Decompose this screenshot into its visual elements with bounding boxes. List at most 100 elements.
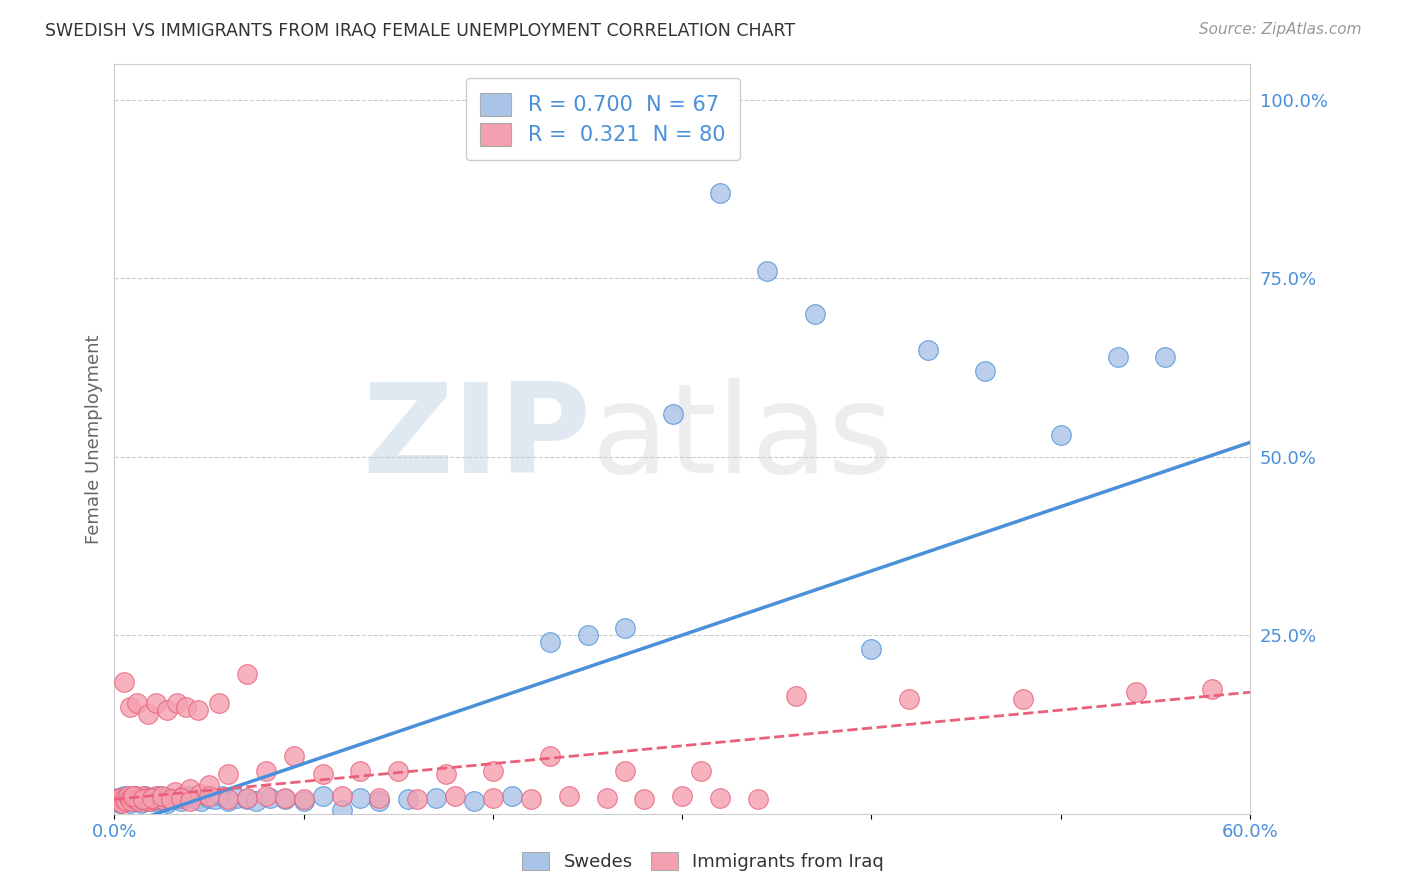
Y-axis label: Female Unemployment: Female Unemployment (86, 334, 103, 543)
Point (169, 794, 191, 808)
Point (105, 792, 128, 806)
Point (198, 778, 221, 792)
Point (118, 699, 141, 714)
Point (190, 794, 212, 808)
Point (139, 794, 162, 808)
Point (557, 789, 579, 803)
Point (135, 794, 157, 808)
Point (226, 790, 249, 805)
Point (614, 621, 637, 635)
Point (690, 764, 713, 778)
Point (179, 789, 201, 803)
Point (134, 789, 156, 803)
Point (501, 789, 523, 803)
Point (129, 790, 152, 805)
Legend: Swedes, Immigrants from Iraq: Swedes, Immigrants from Iraq (515, 845, 891, 879)
Point (520, 792, 543, 806)
Text: SWEDISH VS IMMIGRANTS FROM IRAQ FEMALE UNEMPLOYMENT CORRELATION CHART: SWEDISH VS IMMIGRANTS FROM IRAQ FEMALE U… (45, 22, 796, 40)
Point (803, 307, 825, 321)
Point (118, 792, 141, 806)
Point (141, 790, 163, 805)
Point (1012, 692, 1035, 706)
Point (785, 689, 807, 703)
Point (127, 792, 149, 806)
Point (141, 792, 163, 806)
Point (128, 794, 150, 808)
Point (860, 642, 883, 657)
Point (187, 703, 209, 717)
Point (127, 794, 149, 808)
Point (444, 789, 467, 803)
Point (122, 789, 145, 803)
Point (117, 792, 139, 806)
Point (756, 264, 779, 278)
Point (135, 792, 157, 806)
Point (709, 790, 731, 805)
Point (127, 696, 149, 710)
Text: Source: ZipAtlas.com: Source: ZipAtlas.com (1198, 22, 1361, 37)
Point (747, 792, 769, 806)
Point (198, 790, 221, 805)
Point (207, 696, 229, 710)
Point (274, 790, 297, 805)
Point (157, 792, 180, 806)
Point (283, 749, 305, 764)
Point (124, 789, 146, 803)
Point (217, 767, 239, 781)
Point (169, 790, 191, 805)
Point (198, 789, 221, 803)
Point (425, 790, 447, 805)
Point (349, 764, 371, 778)
Point (122, 792, 145, 806)
Point (114, 794, 136, 808)
Point (595, 790, 617, 805)
Point (120, 790, 142, 805)
Point (974, 364, 997, 378)
Point (156, 703, 179, 717)
Point (236, 667, 259, 681)
Point (274, 792, 297, 806)
Point (671, 789, 693, 803)
Point (463, 794, 485, 808)
Point (163, 785, 186, 799)
Point (236, 792, 259, 806)
Point (254, 764, 277, 778)
Point (330, 803, 353, 817)
Point (163, 792, 186, 806)
Point (396, 792, 419, 806)
Point (349, 790, 371, 805)
Point (387, 764, 409, 778)
Point (898, 692, 921, 706)
Point (128, 790, 150, 805)
Point (538, 635, 561, 649)
Point (576, 628, 599, 642)
Point (330, 789, 353, 803)
Point (107, 794, 129, 808)
Point (132, 789, 155, 803)
Point (124, 789, 146, 803)
Point (112, 792, 135, 806)
Point (311, 789, 333, 803)
Point (132, 792, 155, 806)
Point (179, 794, 201, 808)
Point (118, 796, 141, 810)
Point (111, 792, 134, 806)
Point (150, 792, 173, 806)
Point (156, 796, 179, 810)
Point (1107, 350, 1129, 364)
Point (633, 792, 655, 806)
Point (122, 790, 145, 805)
Point (709, 186, 731, 200)
Point (160, 792, 183, 806)
Point (406, 792, 429, 806)
Point (661, 407, 683, 421)
Point (176, 790, 198, 805)
Point (138, 790, 160, 805)
Point (145, 789, 167, 803)
Point (145, 792, 167, 806)
Point (1049, 428, 1071, 442)
Point (292, 794, 315, 808)
Point (152, 794, 174, 808)
Point (143, 790, 166, 805)
Point (134, 794, 156, 808)
